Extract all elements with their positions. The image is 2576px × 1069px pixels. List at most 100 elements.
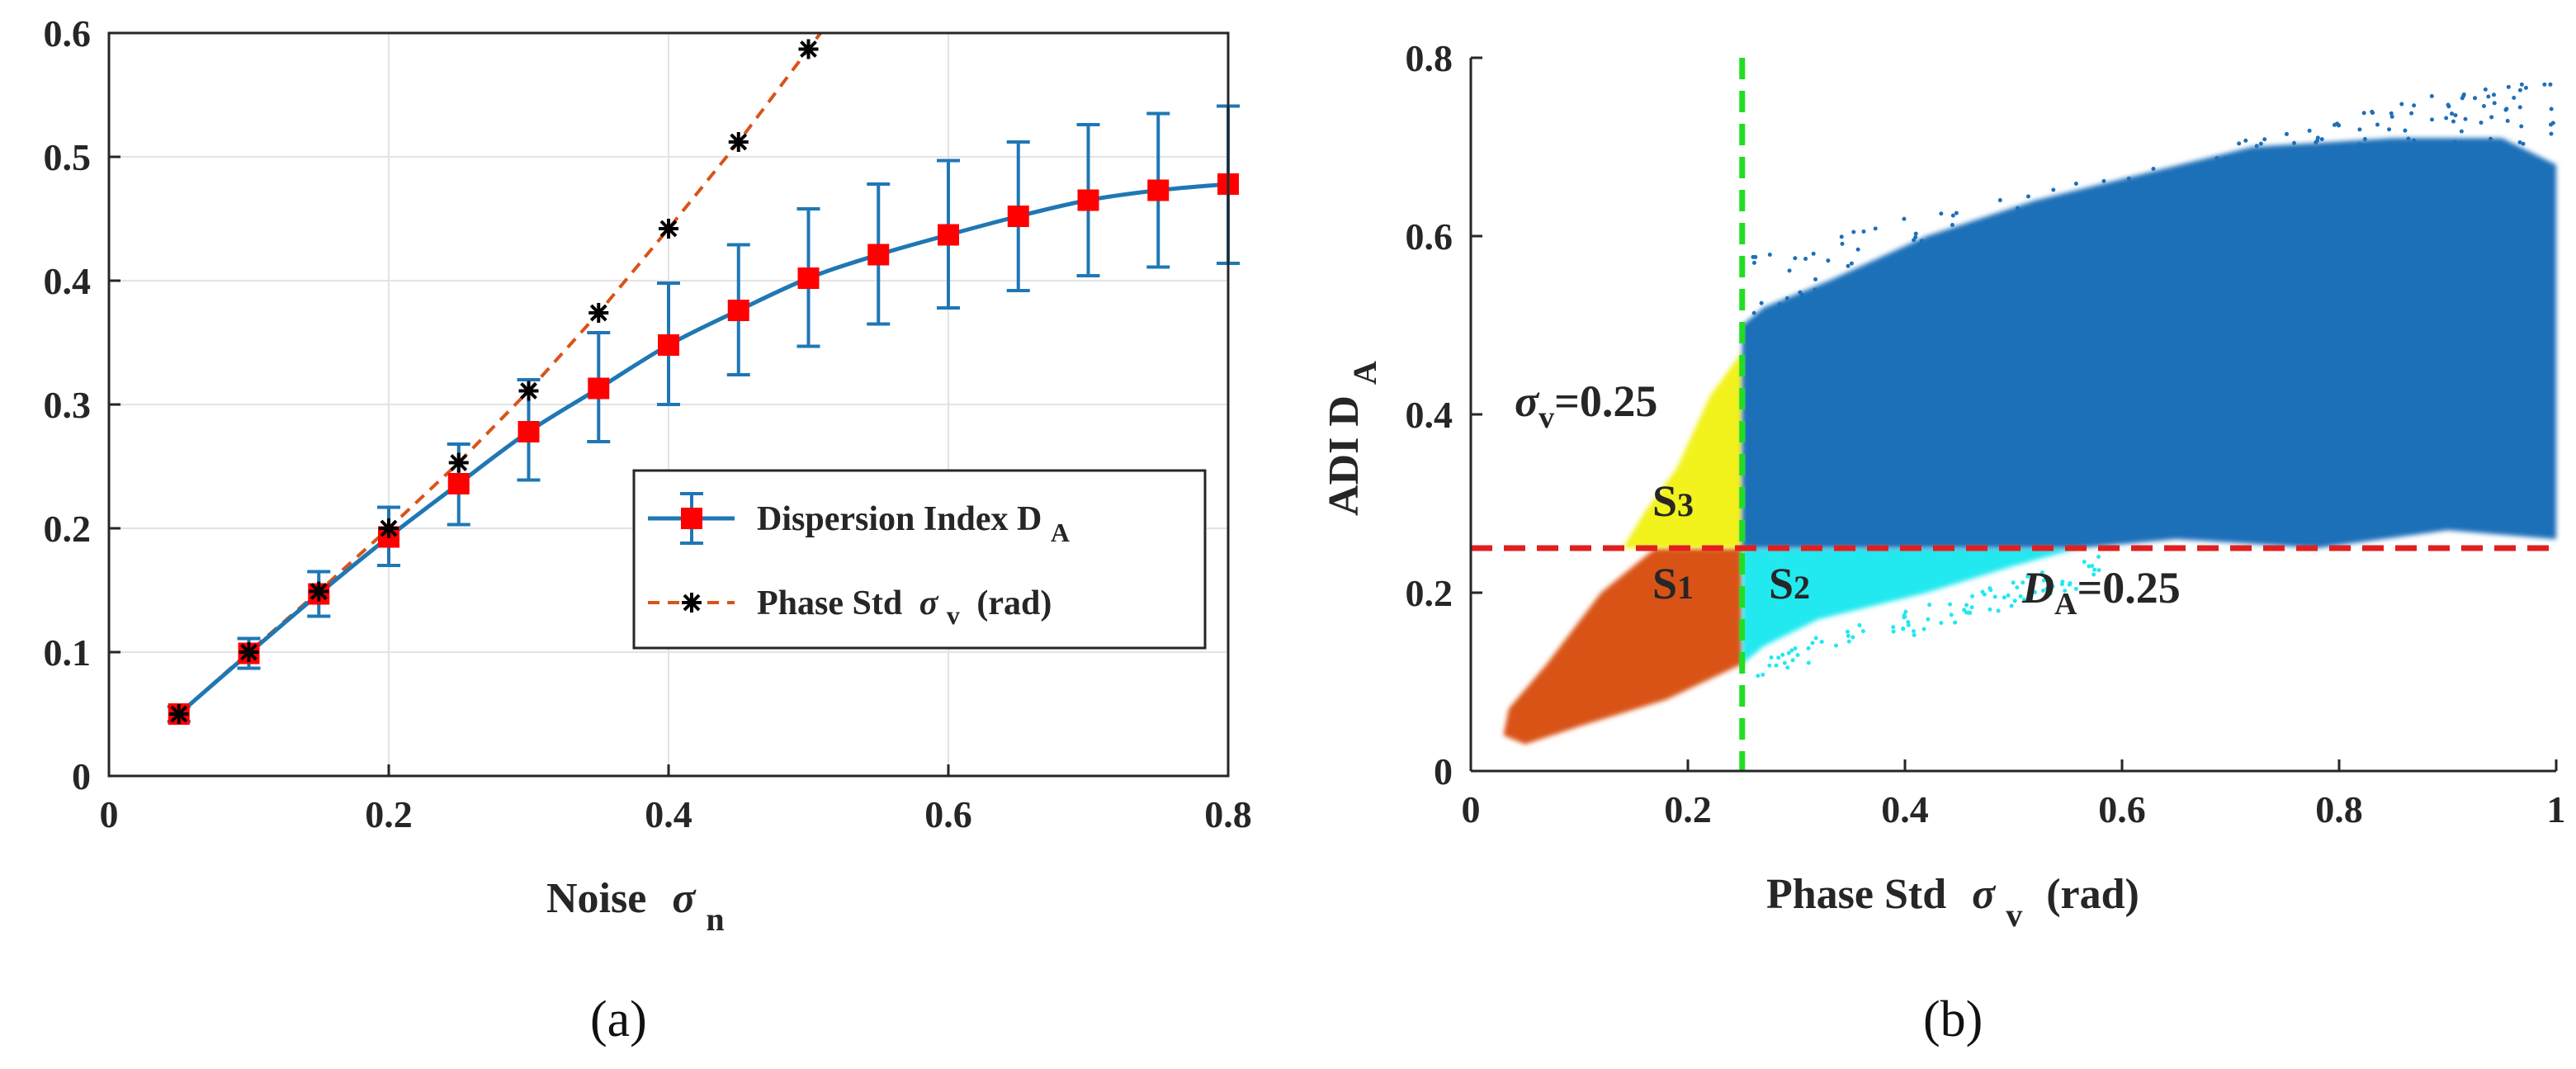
tick-label-y: 0.6: [44, 12, 92, 54]
scatter-point: [2015, 585, 2020, 590]
scatter-point: [2089, 229, 2094, 234]
tick-label-x: 0.6: [2098, 788, 2146, 830]
scatter-point: [2151, 167, 2156, 172]
scatter-point: [2473, 96, 2478, 101]
scatter-point: [2504, 106, 2509, 111]
scatter-point: [1906, 620, 1911, 625]
scatter-point: [2412, 138, 2417, 143]
threshold-vertical-sub: v: [1539, 400, 1554, 435]
scatter-point: [2006, 593, 2011, 598]
scatter-point: [2517, 105, 2522, 110]
scatter-point: [1919, 239, 1924, 244]
scatter-point: [2284, 131, 2289, 136]
scatter-point: [2049, 228, 2054, 233]
panel-b-ylabel-text: ADI D: [1321, 395, 1368, 516]
scatter-point: [1753, 254, 1758, 259]
scatter-point: [1786, 650, 1791, 655]
data-point-phase-std: [448, 452, 469, 473]
scatter-point: [1784, 296, 1789, 300]
scatter-point: [2128, 194, 2133, 199]
scatter-point: [1969, 224, 1974, 229]
scatter-point: [2389, 114, 2394, 119]
scatter-point: [2389, 111, 2394, 116]
scatter-point: [2333, 156, 2338, 161]
scatter-point: [2040, 588, 2045, 593]
scatter-point: [2149, 193, 2154, 198]
scatter-point: [2021, 597, 2026, 602]
scatter-point: [1873, 226, 1878, 231]
scatter-point: [1790, 658, 1795, 663]
scatter-point: [1917, 265, 1921, 270]
scatter-point: [2018, 594, 2023, 598]
tick-label-y: 0: [1434, 750, 1453, 792]
scatter-point: [1980, 589, 1985, 594]
scatter-point: [1873, 271, 1878, 276]
scatter-point: [2035, 230, 2040, 235]
scatter-point: [2315, 135, 2320, 140]
scatter-point: [2033, 590, 2038, 595]
scatter-point: [1756, 674, 1761, 679]
scatter-point: [2292, 140, 2297, 145]
scatter-point: [2267, 160, 2272, 165]
scatter-point: [2038, 248, 2043, 253]
scatter-point: [1903, 609, 1908, 614]
scatter-point: [2303, 177, 2308, 182]
scatter-point: [1913, 231, 1918, 236]
scatter-point: [2021, 580, 2025, 585]
scatter-point: [2210, 203, 2214, 208]
region-label-s2-name: S: [1769, 559, 1794, 608]
data-point-phase-std: [518, 381, 539, 401]
scatter-point: [2406, 136, 2411, 141]
scatter-point: [2479, 121, 2484, 125]
tick-label-y: 0.4: [44, 260, 92, 302]
scatter-point: [1946, 243, 1951, 248]
tick-label-y: 0.1: [44, 631, 92, 674]
region-label-s2: S2: [1769, 559, 1810, 608]
scatter-point: [2305, 163, 2310, 168]
scatter-point: [2018, 214, 2023, 219]
threshold-vertical-label: σv=0.25: [1515, 376, 1657, 435]
scatter-point: [1918, 273, 1923, 278]
scatter-point: [2018, 221, 2023, 226]
scatter-point: [1891, 625, 1896, 630]
scatter-point: [1939, 211, 1944, 216]
data-point-phase-std: [309, 581, 329, 602]
region-label-s3-name: S: [1652, 476, 1677, 526]
legend-square-marker: [681, 508, 702, 529]
scatter-point: [2214, 156, 2219, 161]
scatter-point: [2367, 156, 2372, 161]
panel-b-xlabel-unit: (rad): [2046, 871, 2139, 918]
data-point-phase-std: [588, 303, 609, 323]
panel-b-ticks: 0 0.2 0.4 0.6 0.8 1 0 0.2 0.4 0.6 0.8: [1406, 37, 2566, 830]
scatter-point: [1888, 283, 1893, 288]
scatter-point: [2334, 121, 2339, 126]
scatter-point: [2542, 82, 2547, 87]
panel-b-caption: (b): [1923, 991, 1983, 1048]
scatter-point: [2120, 208, 2125, 213]
scatter-point: [1803, 302, 1808, 307]
scatter-point: [1911, 629, 1916, 634]
data-point-dispersion-index: [1147, 179, 1170, 201]
scatter-point: [2025, 574, 2030, 579]
scatter-point: [2148, 220, 2153, 225]
scatter-point: [1860, 629, 1865, 634]
scatter-point: [2361, 111, 2366, 116]
legend-label-phase-std-sub: v: [947, 600, 960, 630]
scatter-point: [1865, 271, 1869, 276]
scatter-point: [1970, 594, 1975, 598]
scatter-point: [2011, 580, 2016, 585]
scatter-point: [2412, 103, 2417, 108]
scatter-point: [1819, 639, 1824, 644]
scatter-point: [1855, 247, 1860, 252]
legend-label-phase-std-unit: (rad): [976, 584, 1052, 622]
scatter-point: [2478, 149, 2483, 154]
scatter-point: [2044, 586, 2049, 591]
scatter-point: [2051, 187, 2056, 192]
scatter-point: [1761, 672, 1765, 677]
tick-label-x: 0.4: [1881, 788, 1929, 830]
scatter-point: [2270, 170, 2275, 175]
scatter-point: [2096, 568, 2101, 573]
scatter-point: [2258, 141, 2263, 146]
scatter-point: [2430, 117, 2435, 122]
scatter-point: [2375, 122, 2380, 127]
